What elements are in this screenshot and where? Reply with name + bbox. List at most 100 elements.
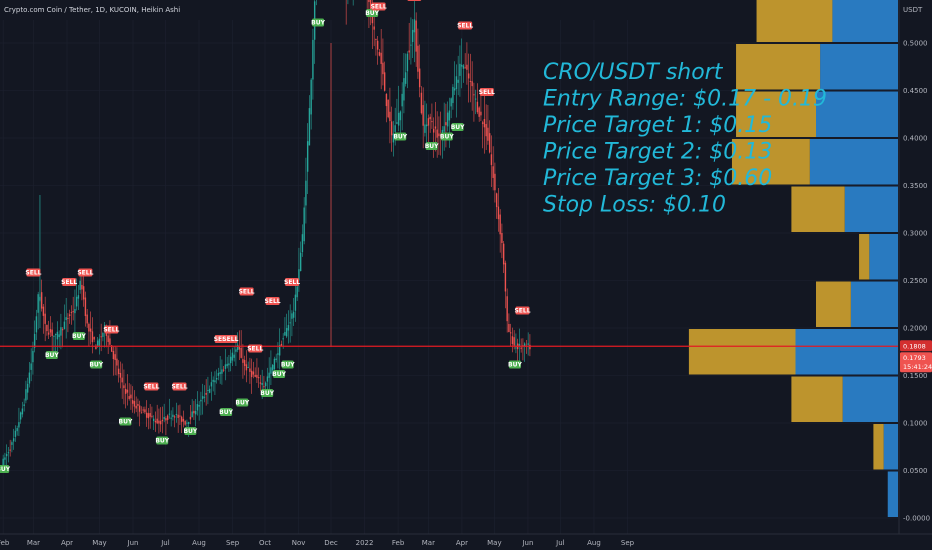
sell-signal[interactable]: SELL <box>479 88 495 96</box>
buy-signal[interactable]: BUY <box>89 360 104 369</box>
buy-signal[interactable]: BUY <box>272 370 287 378</box>
sell-signal[interactable]: SELL <box>77 268 94 277</box>
sell-signal-badge[interactable] <box>407 0 422 1</box>
buy-signal[interactable]: BUY <box>451 123 465 131</box>
candle-body <box>135 405 137 409</box>
candle-body <box>151 415 153 417</box>
sell-signal-badge[interactable] <box>265 297 280 305</box>
buy-signal-badge[interactable] <box>394 132 407 141</box>
candle-body <box>285 328 288 337</box>
buy-signal[interactable]: BUY <box>155 436 170 445</box>
buy-signal-badge[interactable] <box>508 360 521 369</box>
buy-signal-badge[interactable] <box>119 417 132 426</box>
candle-body <box>390 121 393 136</box>
volume-profile-bar-down <box>756 0 833 42</box>
sell-signal-badge[interactable] <box>515 306 530 315</box>
sell-signal[interactable]: SELL <box>143 382 160 391</box>
buy-signal-badge[interactable] <box>312 18 325 27</box>
buy-signal[interactable]: BUY <box>508 360 522 369</box>
time-axis-label: May <box>487 539 501 547</box>
candle-body <box>523 343 526 347</box>
candle-body <box>215 378 218 380</box>
buy-signal[interactable]: BUY <box>0 465 11 473</box>
buy-signal[interactable]: BUY <box>425 142 439 150</box>
buy-signal[interactable]: BUY <box>311 18 326 27</box>
buy-signal-badge[interactable] <box>425 142 438 150</box>
time-axis-label: May <box>92 539 106 547</box>
sell-signal-badge[interactable] <box>172 382 187 391</box>
buy-signal[interactable]: BUY <box>260 389 275 397</box>
sell-signal-badge[interactable] <box>248 344 263 353</box>
buy-signal[interactable]: BUY <box>72 332 86 340</box>
sell-signal-badge[interactable] <box>78 268 93 277</box>
sell-signal-badge[interactable] <box>62 278 77 286</box>
sell-signal-badge[interactable] <box>239 287 254 296</box>
buy-signal[interactable]: BUY <box>281 360 295 369</box>
buy-signal-badge[interactable] <box>184 427 197 435</box>
sell-signal-badge[interactable] <box>458 21 473 30</box>
candle-body <box>277 353 279 355</box>
buy-signal[interactable]: BUY <box>183 427 198 435</box>
sell-signal[interactable]: SELL <box>265 297 281 305</box>
candle-body <box>508 324 510 333</box>
buy-signal-badge[interactable] <box>0 465 10 473</box>
sell-signal[interactable]: SELL <box>239 287 255 296</box>
sell-signal[interactable]: SELL <box>247 344 263 353</box>
sell-signal-badge[interactable] <box>144 382 159 391</box>
sell-signal-badge[interactable] <box>104 325 119 334</box>
candle-body <box>301 234 304 253</box>
sell-signal[interactable]: SELL <box>61 278 77 286</box>
buy-signal-badge[interactable] <box>281 360 294 369</box>
buy-signal[interactable]: BUY <box>235 398 250 407</box>
candle-body <box>154 420 157 423</box>
sell-signal[interactable]: SELL <box>514 306 531 315</box>
buy-signal-badge[interactable] <box>220 408 233 416</box>
volume-profile-bar-down <box>688 329 796 375</box>
buy-signal-badge[interactable] <box>156 436 169 445</box>
sell-signal-badge[interactable] <box>223 335 238 343</box>
candle-body <box>165 418 167 421</box>
sell-signal-badge[interactable] <box>371 2 386 11</box>
candle-body <box>187 421 190 424</box>
sell-signal-badge[interactable] <box>479 88 494 96</box>
candle-body <box>457 79 459 83</box>
candle-body <box>58 334 60 338</box>
candle-body <box>42 306 45 316</box>
sell-signal[interactable]: SELL <box>406 0 423 1</box>
buy-signal-badge[interactable] <box>366 9 379 17</box>
buy-signal[interactable]: BUY <box>45 351 59 359</box>
buy-signal-badge[interactable] <box>236 398 249 407</box>
buy-signal-badge[interactable] <box>273 370 286 378</box>
buy-signal[interactable]: BUY <box>393 132 408 141</box>
buy-signal-badge[interactable] <box>72 332 85 340</box>
sell-signal[interactable]: SELL <box>103 325 120 334</box>
candle-body <box>168 413 171 415</box>
sell-signal[interactable]: SELL <box>284 278 300 286</box>
buy-signal[interactable]: BUY <box>365 9 380 17</box>
candlestick-series <box>2 0 531 471</box>
buy-signal[interactable]: BUY <box>440 132 454 141</box>
sell-signal[interactable]: SELL <box>171 382 188 391</box>
buy-signal-badge[interactable] <box>451 123 464 131</box>
buy-signal-badge[interactable] <box>90 360 103 369</box>
sell-signal[interactable]: SELL <box>222 335 239 343</box>
buy-signal-badge[interactable] <box>45 351 58 359</box>
price-axis[interactable]: 1.05001.00000.95000.90000.85000.80000.75… <box>903 0 930 523</box>
sell-signal[interactable]: SELL <box>371 2 387 11</box>
buy-signal-badge[interactable] <box>261 389 274 397</box>
buy-signal[interactable]: BUY <box>219 408 234 416</box>
sell-signal-badge[interactable] <box>26 268 41 277</box>
sell-signal[interactable]: SELL <box>457 21 473 30</box>
buy-signal[interactable]: BUY <box>119 417 133 426</box>
signal-markers: BUYSELLBUYSELLBUYSELLBUYSELLBUYSELLBUYSE… <box>0 0 531 473</box>
candle-body <box>424 124 426 133</box>
buy-signal-badge[interactable] <box>440 132 453 141</box>
candle-body <box>492 166 494 178</box>
candle-body <box>448 110 451 121</box>
price-axis-label: 0.3000 <box>903 230 928 238</box>
sell-signal[interactable]: SELL <box>25 268 42 277</box>
sell-signal-badge[interactable] <box>285 278 300 286</box>
